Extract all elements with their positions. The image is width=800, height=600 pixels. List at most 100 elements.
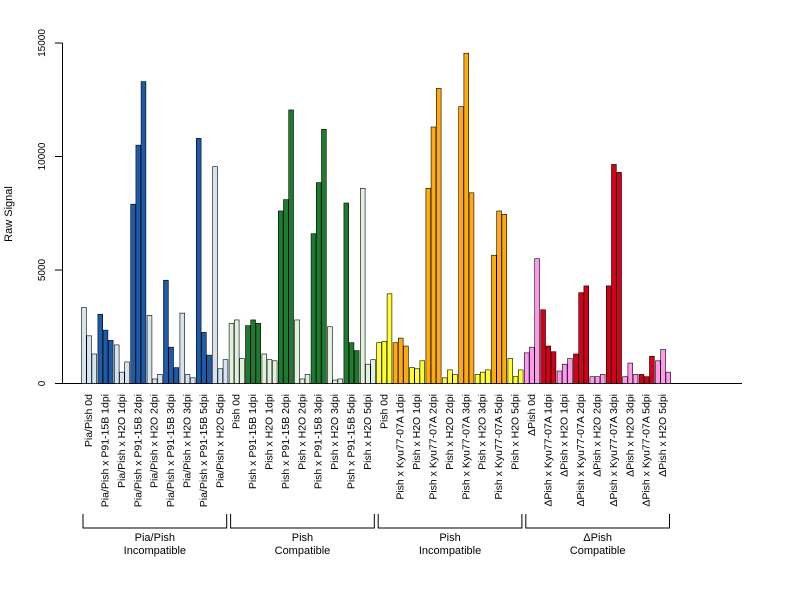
- group-bracket: [82, 514, 228, 529]
- bar: [212, 166, 218, 384]
- x-tick-label: Pish x H2O 2dpi: [444, 394, 456, 470]
- group-label: Pish: [292, 532, 313, 544]
- group-label: Incompatible: [124, 545, 186, 557]
- bar: [545, 345, 552, 384]
- bar: [168, 346, 174, 384]
- bar: [353, 350, 360, 384]
- x-tick-label: Pish x P91-15B 5dpi: [346, 394, 358, 489]
- x-tick-label: Pia/Pish x H2O 2dpi: [149, 394, 161, 488]
- bar: [561, 363, 568, 384]
- x-tick-label: Pish x Kyu77-07A 1dpi: [395, 394, 407, 500]
- bar: [419, 360, 425, 384]
- bar: [365, 363, 371, 384]
- bar: [228, 323, 235, 384]
- bar: [359, 187, 366, 384]
- bar: [91, 353, 98, 384]
- x-tick-label: Pish x Kyu77-07A 5dpi: [493, 394, 505, 500]
- y-tick-label: 10000: [37, 142, 48, 170]
- x-tick-label: ΔPish x Kyu77-07A 3dpi: [608, 394, 620, 507]
- x-tick-label: Pish x H2O 3dpi: [477, 394, 489, 470]
- bar: [310, 233, 317, 384]
- bar: [397, 337, 404, 384]
- bar: [234, 319, 240, 384]
- x-tick-label: Pish x P91-15B 3dpi: [313, 394, 325, 489]
- bar: [217, 368, 223, 384]
- bar: [430, 126, 437, 384]
- bar: [97, 313, 104, 384]
- group-label: Pia/Pish: [135, 532, 175, 544]
- bar: [611, 164, 617, 384]
- group-label: Pish: [439, 532, 460, 544]
- x-tick-label: Pish x Kyu77-07A 3dpi: [460, 394, 472, 500]
- bar: [135, 144, 141, 384]
- x-tick-label: Pia/Pish 0d: [83, 394, 95, 447]
- bar: [386, 293, 393, 384]
- bar: [425, 187, 431, 384]
- bar: [605, 285, 612, 384]
- group-bracket: [377, 514, 523, 529]
- x-tick-label: ΔPish 0d: [526, 394, 538, 436]
- x-tick-label: Pia/Pish x P91-15B 2dpi: [132, 394, 144, 507]
- bar: [583, 285, 590, 384]
- bar: [370, 359, 376, 384]
- bar: [534, 258, 540, 384]
- bar: [271, 360, 278, 384]
- x-tick-label: Pish 0d: [231, 394, 243, 429]
- bar: [173, 367, 179, 384]
- bar: [578, 292, 584, 384]
- bar: [124, 361, 130, 384]
- bar: [468, 192, 475, 384]
- x-tick-label: Pia/Pish x H2O 5dpi: [214, 394, 226, 488]
- x-tick-label: Pish 0d: [378, 394, 390, 429]
- bars-layer: [81, 52, 672, 384]
- bar: [196, 138, 202, 384]
- bar: [447, 369, 453, 384]
- bar: [627, 362, 634, 384]
- y-tick-label: 0: [37, 380, 48, 386]
- bar: [496, 210, 502, 384]
- bar: [594, 376, 601, 384]
- bar: [343, 202, 349, 384]
- bar: [130, 203, 136, 384]
- x-tick-labels: Pia/Pish 0d Pia/Pish x P91-15B 1dpi Pia/Pi…: [83, 394, 669, 507]
- x-tick-label: Pish x Kyu77-07A 2dpi: [428, 394, 440, 500]
- bar: [315, 182, 322, 384]
- bar: [222, 359, 229, 384]
- bar: [556, 370, 563, 384]
- x-tick-label: ΔPish x H2O 3dpi: [624, 394, 636, 477]
- bar: [392, 342, 399, 384]
- x-tick-label: Pish x P91-15B 1dpi: [247, 394, 259, 489]
- x-tick-label: Pish x H2O 1dpi: [264, 394, 276, 470]
- bar: [294, 319, 300, 384]
- x-tick-label: Pish x H2O 5dpi: [362, 394, 374, 470]
- group-label: Compatible: [275, 545, 331, 557]
- bar: [632, 374, 639, 384]
- x-tick-label: ΔPish x Kyu77-07A 2dpi: [575, 394, 587, 507]
- x-tick-label: ΔPish x H2O 5dpi: [657, 394, 669, 477]
- x-tick-label: Pia/Pish x P91-15B 3dpi: [165, 394, 177, 507]
- bar: [655, 360, 661, 384]
- bar: [86, 335, 92, 384]
- bar: [599, 374, 606, 384]
- bar: [245, 325, 251, 384]
- x-tick-label: Pish x H2O 5dpi: [510, 394, 522, 470]
- bar: [157, 374, 163, 384]
- bar: [201, 332, 207, 384]
- bar: [463, 52, 469, 384]
- bar: [517, 369, 524, 384]
- bar: [589, 376, 596, 384]
- bar: [479, 371, 486, 384]
- bar: [616, 172, 622, 384]
- bar: [381, 341, 387, 384]
- bar: [266, 359, 273, 384]
- bar: [283, 199, 289, 384]
- y-tick-label: 15000: [37, 29, 48, 57]
- bar: [550, 351, 557, 384]
- bar: [299, 378, 305, 384]
- x-tick-label: ΔPish x Kyu77-07A 5dpi: [641, 394, 653, 507]
- bar: [277, 210, 284, 384]
- bar: [573, 353, 579, 384]
- bar: [435, 88, 442, 384]
- bar: [567, 358, 573, 384]
- bar: [376, 342, 382, 384]
